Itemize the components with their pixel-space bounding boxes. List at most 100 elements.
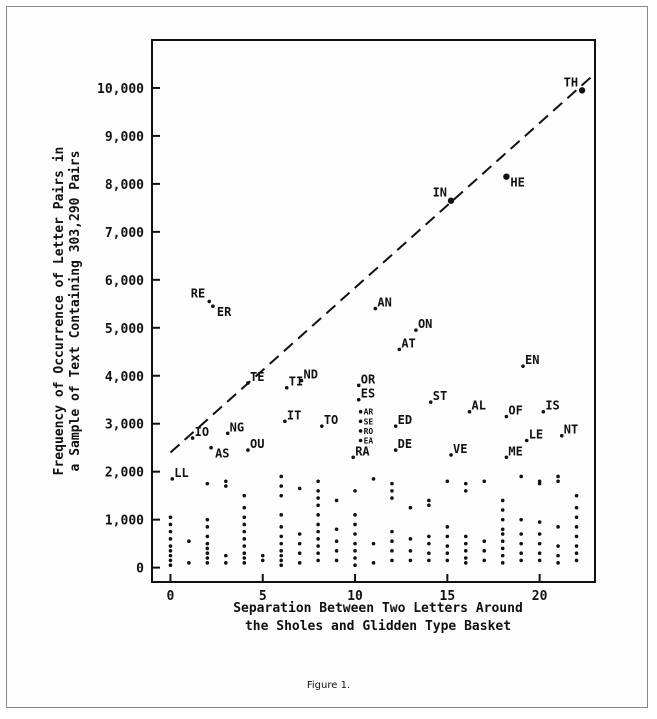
point-label: ER <box>217 305 232 319</box>
data-point <box>500 546 505 551</box>
data-point <box>463 534 468 539</box>
x-tick-label: 5 <box>259 589 267 604</box>
data-point-ng <box>225 431 230 436</box>
point-label: IN <box>433 186 447 200</box>
data-point <box>463 481 468 486</box>
x-axis-title-line-1: Separation Between Two Letters Around <box>233 601 523 616</box>
x-tick-label: 0 <box>167 589 175 604</box>
point-label: VE <box>453 442 467 456</box>
data-point <box>242 551 247 556</box>
data-point <box>242 556 247 560</box>
data-point <box>482 558 487 563</box>
data-point <box>574 505 579 510</box>
data-point <box>408 558 413 563</box>
data-point <box>168 544 173 548</box>
data-point <box>408 505 413 510</box>
data-point <box>519 517 523 522</box>
data-point <box>537 520 542 524</box>
y-tick-label: 10,000 <box>97 82 144 97</box>
y-tick-label: 0 <box>136 562 144 577</box>
data-point <box>390 539 394 544</box>
data-point-ti <box>284 385 289 390</box>
point-label: TE <box>250 370 264 384</box>
data-point <box>371 541 376 546</box>
point-label: IO <box>195 425 209 439</box>
data-point <box>482 549 487 553</box>
data-point <box>463 489 468 493</box>
data-point <box>390 529 394 534</box>
data-point <box>353 489 357 493</box>
data-point <box>242 561 247 565</box>
data-point <box>279 563 284 568</box>
data-point <box>537 481 542 486</box>
data-point-nt <box>559 433 564 438</box>
y-axis-title-line-1: Frequency of Occurrence of Letter Pairs … <box>52 147 67 476</box>
point-label: AN <box>377 296 391 310</box>
point-label: LE <box>529 428 543 442</box>
data-point <box>482 479 487 484</box>
data-point <box>537 551 542 556</box>
data-point <box>316 513 320 517</box>
data-point <box>445 551 450 556</box>
data-point <box>445 558 450 563</box>
data-point <box>297 541 302 546</box>
data-point-is <box>541 409 546 414</box>
point-label: ME <box>508 444 522 458</box>
data-point <box>168 537 173 541</box>
data-point-re <box>207 299 212 304</box>
y-tick-label: 2,000 <box>105 466 144 481</box>
point-label: TO <box>324 413 338 427</box>
data-point <box>500 539 505 544</box>
data-point-io <box>190 436 195 440</box>
data-point <box>427 498 431 503</box>
data-point <box>260 553 265 558</box>
unlabeled-points <box>168 474 579 568</box>
data-point-le <box>524 438 529 443</box>
data-point <box>316 529 320 534</box>
data-point <box>390 489 394 493</box>
data-point-to <box>320 424 324 428</box>
data-point <box>556 553 560 558</box>
data-point <box>390 549 394 553</box>
data-point <box>242 522 247 527</box>
data-point <box>482 539 487 544</box>
plot-area-border <box>151 39 596 583</box>
point-label: AT <box>401 336 415 350</box>
data-point <box>427 541 431 546</box>
data-point <box>408 549 413 553</box>
data-point <box>574 493 579 498</box>
data-point <box>260 558 265 563</box>
scatter-chart: 0 1,000 2,000 3,000 4,000 5,000 6,000 7,000 8,00… <box>52 39 596 634</box>
data-point <box>353 541 357 546</box>
data-point <box>242 544 247 548</box>
data-point <box>353 532 357 536</box>
data-point <box>334 498 339 503</box>
data-point <box>427 503 431 508</box>
data-point <box>205 525 210 529</box>
y-tick-label: 8,000 <box>105 178 144 193</box>
y-tick-label: 4,000 <box>105 370 144 385</box>
x-tick-label: 20 <box>532 589 548 604</box>
y-tick-label: 5,000 <box>105 322 144 337</box>
data-point <box>574 551 579 556</box>
point-label: EN <box>525 353 539 367</box>
point-label: AR <box>364 408 374 417</box>
x-tick-label: 15 <box>440 589 456 604</box>
data-point <box>205 517 210 522</box>
data-point-en <box>521 364 525 368</box>
data-point-ed <box>393 424 398 428</box>
point-label: EA <box>364 437 374 446</box>
data-point <box>316 558 320 563</box>
data-point <box>279 549 284 553</box>
data-point-st <box>428 400 433 404</box>
data-point <box>279 513 284 517</box>
point-label: RO <box>364 427 374 436</box>
data-point <box>500 498 505 503</box>
data-point <box>519 558 523 563</box>
data-point <box>168 553 173 558</box>
point-label: AS <box>215 447 229 461</box>
data-point <box>408 537 413 541</box>
data-point <box>574 515 579 520</box>
data-point <box>427 534 431 539</box>
data-point-it <box>283 419 287 424</box>
